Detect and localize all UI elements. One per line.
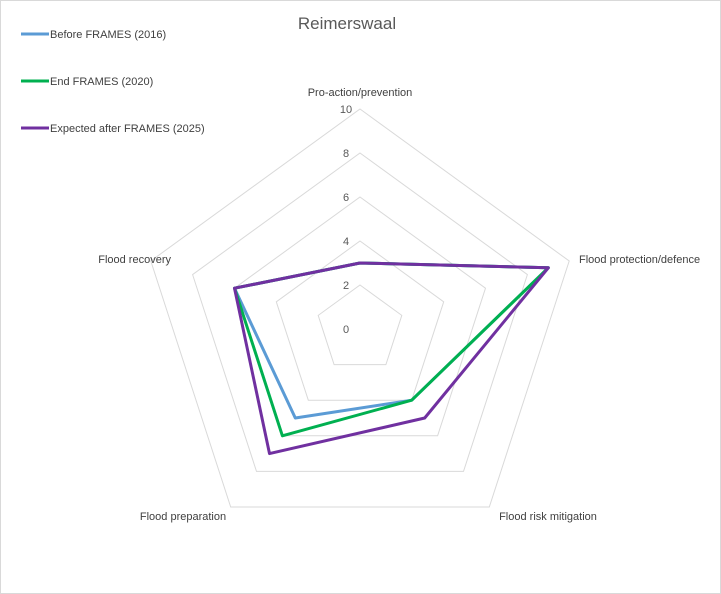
axis-label-2: Flood protection/defence	[579, 254, 700, 266]
series-line-2	[233, 261, 550, 438]
series-line-1	[233, 261, 550, 420]
tick-label-2: 2	[343, 280, 349, 292]
grid-ring-8	[192, 152, 528, 472]
grid-ring-2	[317, 284, 403, 366]
axis-label-3: Flood risk mitigation	[499, 511, 597, 523]
tick-label-0: 0	[343, 324, 349, 336]
axis-labels: Pro-action/prevention Flood protection/de…	[98, 87, 700, 523]
tick-label-10: 10	[340, 104, 352, 116]
tick-label-6: 6	[343, 192, 349, 204]
legend-label-2: End FRAMES (2020)	[50, 76, 153, 88]
grid-ring-6	[233, 196, 487, 437]
grid-ring-4	[275, 240, 445, 401]
grid-layer	[150, 108, 570, 508]
series-line-3	[233, 261, 550, 456]
series-layer	[233, 261, 550, 456]
tick-labels: 0 2 4 6 8 10	[340, 104, 352, 336]
chart-title: Reimerswaal	[298, 14, 396, 33]
tick-label-8: 8	[343, 148, 349, 160]
legend: Before FRAMES (2016) End FRAMES (2020) Exp…	[21, 29, 205, 135]
axis-label-1: Pro-action/prevention	[308, 87, 413, 99]
axis-label-5: Flood recovery	[98, 254, 171, 266]
grid-ring-10	[150, 108, 570, 508]
legend-label-3: Expected after FRAMES (2025)	[50, 123, 205, 135]
axis-label-4: Flood preparation	[140, 511, 226, 523]
legend-label-1: Before FRAMES (2016)	[50, 29, 166, 41]
tick-label-4: 4	[343, 236, 349, 248]
